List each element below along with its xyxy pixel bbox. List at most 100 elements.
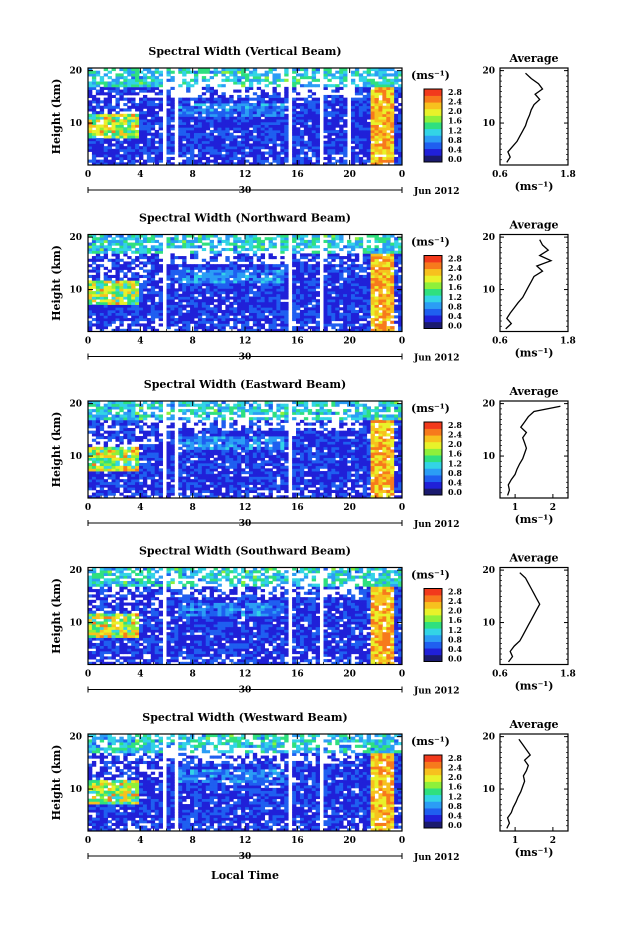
heatmap-cell: [280, 138, 285, 142]
panel-3: Spectral Width (Eastward Beam)0 4 8 12 16 20 0…: [50, 378, 569, 530]
heatmap-cell: [366, 296, 372, 300]
heatmap-cell: [127, 261, 132, 265]
heatmap-cell: [91, 457, 97, 461]
heatmap-cell: [135, 250, 140, 254]
heatmap-cell: [276, 291, 281, 295]
heatmap-cell: [378, 250, 383, 254]
heatmap-cell: [374, 73, 379, 77]
heatmap-cell: [88, 127, 93, 131]
heatmap-cell: [237, 121, 242, 125]
heatmap-cell: [354, 266, 360, 270]
heatmap-cell: [382, 237, 387, 241]
heatmap-cell: [343, 73, 348, 77]
colorbar-tick-label: 0.4: [448, 311, 462, 321]
heatmap-cell: [139, 135, 144, 139]
colorbar-segment: [424, 262, 442, 270]
heatmap-cell: [178, 143, 183, 147]
heatmap-cell: [146, 323, 152, 327]
heatmap-cell: [343, 84, 348, 88]
heatmap-cell: [91, 291, 97, 295]
heatmap-cell: [307, 108, 313, 112]
heatmap-cell: [127, 138, 132, 142]
heatmap-cell: [268, 100, 273, 104]
heatmap-cell: [123, 304, 128, 308]
heatmap-cell: [178, 288, 183, 292]
heatmap-cell: [182, 272, 187, 276]
heatmap-cell: [95, 476, 101, 480]
heatmap-cell: [252, 269, 258, 273]
heatmap-cell: [193, 245, 199, 249]
heatmap-cell: [217, 138, 222, 142]
heatmap-cell: [315, 261, 320, 265]
heatmap-cell: [260, 239, 266, 243]
heatmap-cell: [276, 132, 281, 136]
heatmap-cell: [245, 318, 250, 322]
heatmap-cell: [88, 143, 93, 147]
heatmap-cell: [99, 312, 105, 316]
heatmap-cell: [217, 269, 222, 273]
heatmap-cell: [158, 280, 163, 284]
heatmap-cell: [268, 116, 273, 120]
heatmap-cell: [339, 81, 344, 85]
heatmap-cell: [354, 100, 360, 104]
heatmap-cell: [268, 269, 273, 273]
heatmap-cell: [95, 277, 101, 281]
heatmap-cell: [139, 124, 144, 128]
heatmap-cell: [311, 239, 317, 243]
heatmap-cell: [150, 296, 156, 300]
heatmap-cell: [150, 280, 156, 284]
heatmap-cell: [127, 81, 132, 85]
heatmap-cell: [354, 73, 360, 77]
heatmap-cell: [103, 245, 109, 249]
heatmap-cell: [209, 138, 215, 142]
heatmap-cell: [260, 135, 266, 139]
heatmap-cell: [237, 119, 242, 123]
heatmap-cell: [115, 127, 120, 131]
heatmap-cell: [354, 272, 360, 276]
heatmap-cell: [213, 148, 218, 152]
heatmap-cell: [182, 159, 187, 163]
heatmap-cell: [248, 121, 254, 125]
heatmap-cell: [123, 449, 128, 453]
heatmap-cell: [354, 274, 360, 279]
heatmap-cell: [166, 70, 171, 74]
heatmap-cell: [107, 234, 112, 238]
heatmap-cell: [280, 320, 285, 324]
heatmap-cell: [331, 299, 336, 303]
heatmap-cell: [91, 256, 97, 260]
heatmap-cell: [201, 156, 207, 161]
heatmap-cell: [158, 84, 163, 88]
heatmap-cell: [123, 250, 128, 254]
heatmap-cell: [99, 283, 105, 287]
heatmap-cell: [103, 479, 109, 483]
heatmap-cell: [252, 291, 258, 295]
heatmap-cell: [272, 307, 277, 311]
heatmap-cell: [135, 299, 140, 303]
heatmap-cell: [166, 100, 171, 104]
heatmap-cell: [390, 326, 395, 330]
heatmap-cell: [111, 274, 116, 279]
heatmap-cell: [213, 70, 218, 74]
heatmap-cell: [245, 285, 250, 289]
heatmap-cell: [237, 312, 242, 316]
heatmap-cell: [115, 76, 120, 80]
heatmap-cell: [131, 124, 136, 128]
heatmap-cell: [252, 283, 258, 287]
heatmap-cell: [233, 111, 238, 115]
heatmap-cell: [272, 138, 277, 142]
heatmap-cell: [374, 264, 379, 268]
heatmap-cell: [386, 274, 391, 279]
heatmap-cell: [217, 301, 222, 305]
heatmap-cell: [248, 312, 254, 316]
heatmap-cell: [374, 70, 379, 74]
heatmap-cell: [154, 78, 160, 82]
heatmap-cell: [123, 89, 128, 93]
heatmap-cell: [390, 143, 395, 147]
heatmap-cell: [260, 100, 266, 104]
heatmap-cell: [323, 269, 328, 273]
heatmap-cell: [131, 105, 136, 109]
heatmap-cell: [131, 427, 136, 432]
heatmap-cell: [99, 301, 105, 305]
heatmap-cell: [119, 162, 124, 166]
heatmap-cell: [358, 151, 364, 155]
